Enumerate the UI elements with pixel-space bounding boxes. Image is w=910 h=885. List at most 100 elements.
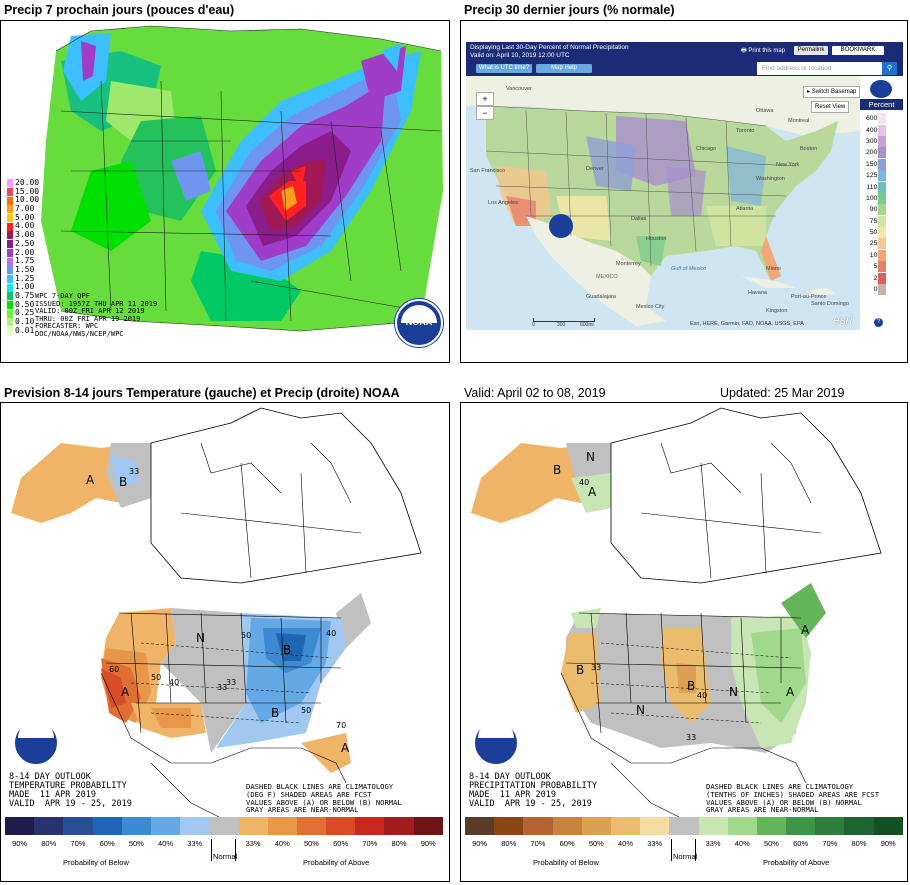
qpf-legend-value: 1.50 (15, 264, 35, 274)
scale-label-1: 300 (557, 322, 566, 328)
temp_outlook-bar-cell (121, 817, 151, 835)
temp_outlook-bar-label: 80% (391, 839, 407, 848)
updated-date: Updated: 25 Mar 2019 (720, 386, 845, 400)
search-icon[interactable]: ⚲ (882, 62, 897, 75)
percent-normal-map[interactable] (466, 76, 860, 330)
precip_outlook-bar-label: 40% (618, 839, 634, 848)
qpf-legend-item: 1.50 (7, 264, 39, 275)
percent-legend-swatch (878, 135, 886, 147)
percent-legend-swatch (878, 272, 886, 284)
temp-outlook-text: 8-14 DAY OUTLOOK TEMPERATURE PROBABILITY… (9, 772, 132, 809)
help-icon[interactable]: ? (874, 318, 883, 327)
viewer-header-title: Displaying Last 30-Day Percent of Normal… (470, 44, 629, 51)
permalink-button[interactable]: Permalink (794, 46, 828, 55)
temp-bar-labels: 90% 80% 70% 60% 50% 40% 33% 33% 40% 50% 60% 70% 80% 9… (5, 839, 443, 848)
qpf-legend-swatch (7, 248, 13, 257)
reset-view-button[interactable]: Reset View (811, 101, 850, 113)
title-qpf: Precip 7 prochain jours (pouces d'eau) (4, 3, 235, 17)
location-search-input[interactable]: Find address or location (757, 62, 897, 75)
qpf-legend-swatch (7, 257, 13, 266)
qpf-legend-swatch (7, 222, 13, 231)
temp_outlook-bar-label: 50% (303, 839, 319, 848)
bookmark-button[interactable]: BOOKMARK (832, 46, 884, 55)
percent-legend-title: Percent (860, 99, 903, 110)
qpf-legend-swatch (7, 274, 13, 283)
temp_outlook-bar-label: 40% (158, 839, 174, 848)
qpf-legend-value: 4.00 (15, 221, 35, 231)
temp_outlook-bar-label: 40% (274, 839, 290, 848)
qpf-legend-value: 3.00 (15, 230, 35, 240)
temp_outlook-bar-label: 90% (12, 839, 28, 848)
temp_outlook-bar-cell (267, 817, 297, 835)
percent-legend-value: 50 (869, 229, 878, 237)
precip_outlook-bar-label: 40% (734, 839, 750, 848)
percent-legend-swatch (878, 170, 886, 182)
qpf-legend-item: 20.00 (7, 178, 39, 188)
precip_outlook-bar-cell (698, 817, 728, 835)
qpf-legend-value: 10.00 (15, 195, 40, 205)
temp_outlook-bar-cell (413, 817, 443, 835)
qpf-legend-value: 2.00 (15, 247, 35, 257)
percent-legend-item: 400 (864, 124, 886, 136)
percent-legend-item: 0 (864, 284, 886, 296)
temp_outlook-bar-cell (326, 817, 356, 835)
qpf-legend-value: 1.25 (15, 273, 35, 283)
precip_outlook-bar-label: 80% (851, 839, 867, 848)
percent-legend-item: 5 (864, 261, 886, 273)
zoom-out-button[interactable]: − (476, 106, 494, 120)
qpf-legend-swatch (7, 327, 13, 336)
noaa-logo: NOAA (395, 299, 443, 347)
caret-right-icon: ▸ (807, 89, 811, 95)
scale-label-0: 0 (532, 322, 535, 328)
utc-button[interactable]: What is UTC time? (476, 64, 532, 73)
temp_outlook-bar-label: 70% (70, 839, 86, 848)
qpf-legend-swatch (7, 196, 13, 205)
percent-legend-item: 25 (864, 238, 886, 250)
valid-date: Valid: April 02 to 08, 2019 (464, 386, 606, 400)
print-map-link[interactable]: 🖶 Print this map (741, 48, 786, 54)
precip_outlook-bar-cell (873, 817, 903, 835)
precip_outlook-bar-cell (640, 817, 670, 835)
qpf-legend-item: 0.25 (7, 309, 39, 318)
temp-outlook-map (11, 407, 422, 824)
precip_outlook-bar-label: 80% (501, 839, 517, 848)
qpf-legend-item: 0.75 (7, 291, 39, 301)
percent-legend-item: 300 (864, 135, 886, 147)
qpf-legend-swatch (7, 205, 13, 214)
qpf-legend-item: 0.01 (7, 325, 39, 336)
noaa-small-logo (870, 80, 892, 98)
precip_outlook-bar-label: 70% (530, 839, 546, 848)
percent-legend-item: 100 (864, 192, 886, 204)
attribution: Esri, HERE, Garmin, FAO, NOAA, USGS, EPA (690, 321, 804, 327)
temp_outlook-bar-cell (355, 817, 385, 835)
qpf-legend-item: 5.00 (7, 213, 39, 223)
precip-above-label: Probability of Above (763, 858, 830, 867)
precip-bar-labels: 90% 80% 70% 60% 50% 40% 33% 33% 40% 50% 60% 70% 80% 9… (465, 839, 903, 848)
percent-legend-value: 100 (866, 194, 878, 202)
precip_outlook-bar-cell (844, 817, 874, 835)
temp_outlook-bar-cell (296, 817, 327, 835)
title-outlook: Prevision 8-14 jours Temperature (gauche… (4, 386, 400, 400)
zoom-in-button[interactable]: + (476, 92, 494, 106)
qpf-legend-value: 0.01 (15, 325, 35, 335)
temp_outlook-bar-label: 90% (420, 839, 436, 848)
percent-legend-value: 5 (873, 263, 878, 271)
qpf-map (41, 25, 443, 332)
precip_outlook-bar-label: 90% (472, 839, 488, 848)
temp_outlook-bar-label: 70% (362, 839, 378, 848)
percent-legend-value: 125 (866, 172, 878, 180)
percent-legend-value: 150 (866, 160, 878, 168)
switch-basemap-button[interactable]: ▸ Switch Basemap (803, 86, 861, 98)
percent-legend-value: 400 (866, 126, 878, 134)
temp_outlook-bar-label: 60% (99, 839, 115, 848)
temp_outlook-bar-cell (92, 817, 122, 835)
qpf-legend-swatch (7, 309, 13, 318)
qpf-legend-item: 0.50 (7, 300, 39, 310)
percent-legend-swatch (878, 181, 886, 193)
map-help-button[interactable]: Map Help (536, 64, 592, 73)
qpf-legend-item: 1.75 (7, 256, 39, 266)
qpf-legend-swatch (7, 292, 13, 301)
qpf-legend-item: 2.00 (7, 247, 39, 258)
percent-legend-value: 110 (866, 183, 878, 191)
qpf-legend-item: 15.00 (7, 187, 39, 197)
